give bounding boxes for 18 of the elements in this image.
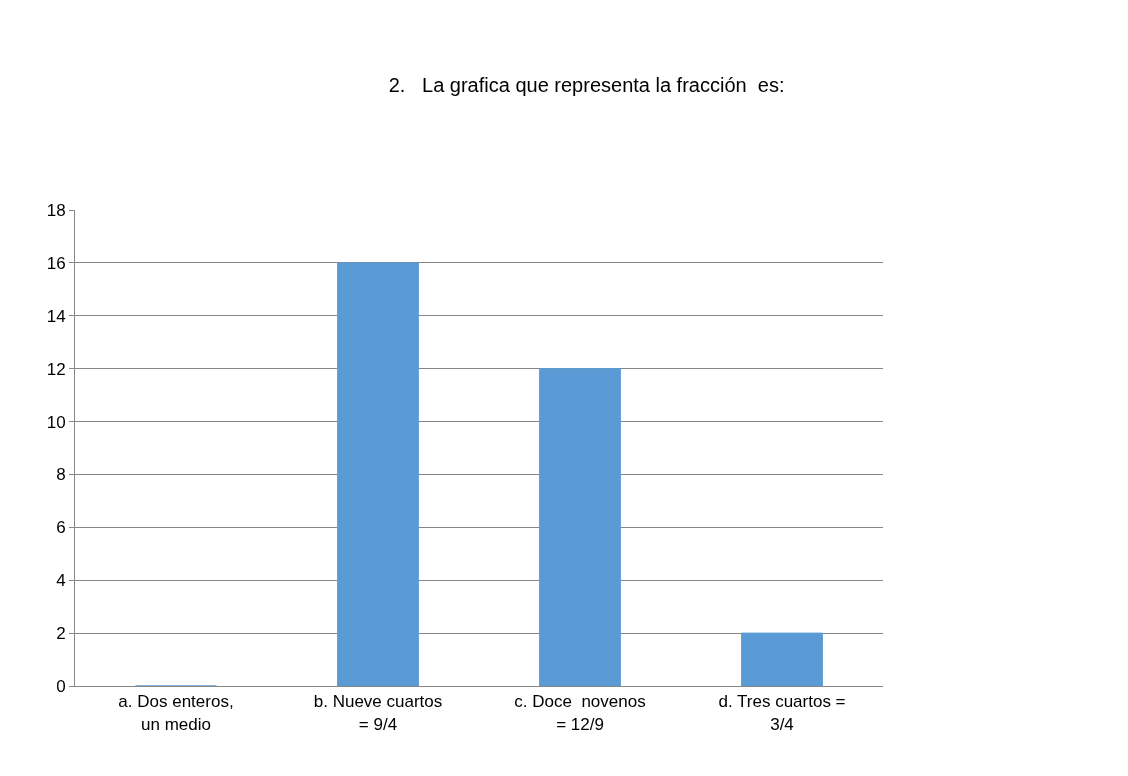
y-tick-label: 0 [56,676,66,696]
y-tick-label: 8 [56,465,66,485]
y-tick-label: 10 [46,412,66,432]
y-tick-label: 6 [56,518,66,538]
y-tick-label: 12 [46,359,66,379]
bar [539,368,621,686]
x-tick-label: d. Tres cuartos = 3/4 [718,692,846,734]
chart-title: 2. La grafica que representa la fracción es: [388,73,785,96]
y-tick-label: 4 [56,571,66,591]
y-tick-label: 18 [46,200,66,220]
y-tick-label: 14 [46,306,66,326]
x-tick-label: c. Doce novenos = 12/9 [514,692,646,734]
x-tick-label: b. Nueve cuartos = 9/4 [313,692,443,734]
x-tick-label: a. Dos enteros, un medio [118,692,234,734]
y-tick-label: 2 [56,624,66,644]
bar [741,632,823,686]
bar [337,262,419,686]
y-tick-label: 16 [46,253,66,273]
